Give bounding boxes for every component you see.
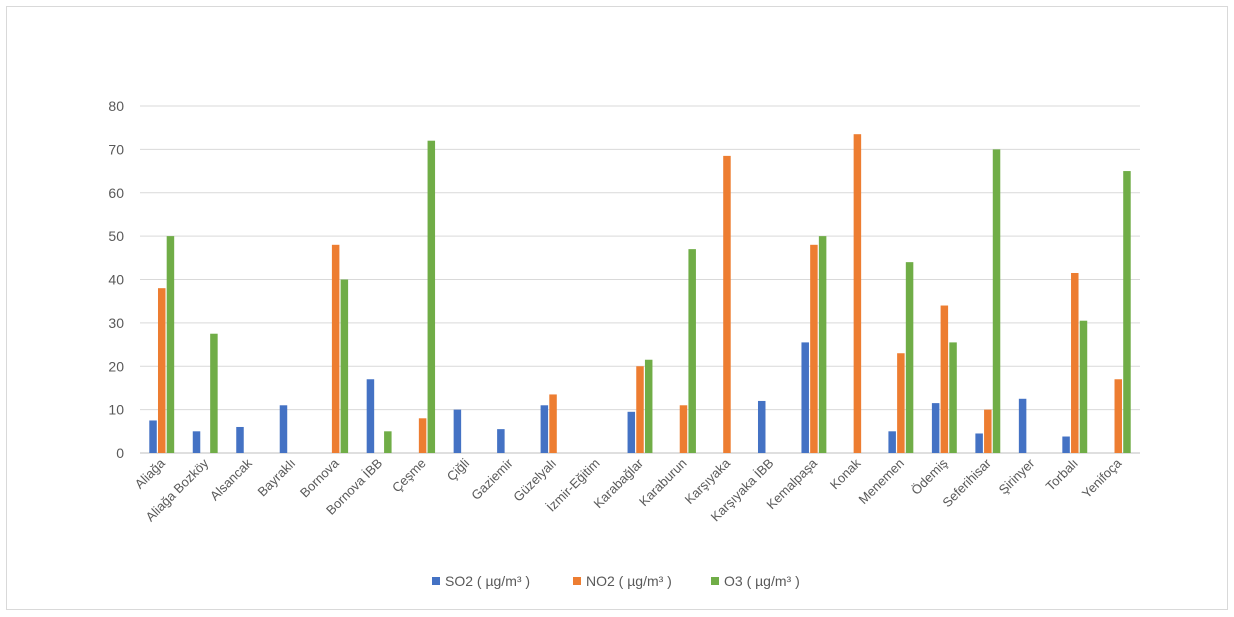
legend-swatch [711,577,719,585]
x-category-label: Konak [827,455,864,492]
bar-no2 [810,244,818,453]
bar-o3 [992,149,1001,453]
legend: SO2 ( µg/m³ ) NO2 ( µg/m³ ) O3 ( µg/m³ ) [432,573,800,589]
bar-so2 [1018,398,1027,453]
x-category-label: Karaburun [636,456,690,510]
bar-so2 [453,409,462,453]
bar-so2 [236,426,244,453]
x-category-label: Şirinyer [996,455,1038,497]
x-category-label: Ödemiş [908,455,951,498]
bar-no2 [157,288,166,453]
bar-o3 [210,333,218,453]
bar-no2 [897,353,905,453]
legend-swatch [573,577,581,585]
legend-swatch [432,577,440,585]
legend-label: O3 ( µg/m³ ) [724,573,800,589]
bar-so2 [366,379,375,453]
bar-so2 [757,400,766,453]
bar-so2 [801,342,809,453]
bars [149,134,1131,453]
bar-no2 [331,244,340,453]
bar-so2 [931,403,940,453]
bar-o3 [1123,171,1131,453]
bar-no2 [679,405,688,453]
bar-so2 [1062,436,1070,453]
chart-frame [6,6,1228,610]
x-category-label: Bayraklı [254,456,298,500]
bar-so2 [497,429,505,453]
bar-so2 [888,431,896,453]
bar-o3 [905,262,914,453]
bar-o3 [1079,320,1088,453]
bar-so2 [975,433,983,453]
bar-so2 [627,411,636,453]
gridlines [140,105,1140,454]
y-tick-label: 60 [108,185,124,201]
x-category-label: Alsancak [207,455,255,503]
bar-no2 [723,155,731,453]
y-tick-label: 40 [108,272,124,288]
bar-no2 [984,409,992,453]
bar-so2 [149,420,157,453]
bar-so2 [192,431,201,453]
y-tick-label: 0 [116,445,124,461]
y-tick-label: 20 [108,358,124,374]
bar-o3 [688,249,696,453]
bar-o3 [340,279,349,453]
bar-no2 [1114,379,1123,453]
x-category-label: Çeşme [389,456,429,496]
legend-label: NO2 ( µg/m³ ) [586,573,672,589]
bar-no2 [853,134,862,453]
x-category-label: Çiğli [444,455,473,484]
y-tick-label: 30 [108,315,124,331]
y-tick-label: 10 [108,402,124,418]
bar-o3 [427,140,436,453]
y-tick-label: 80 [108,98,124,114]
x-category-label: Yenifoça [1079,455,1125,501]
y-axis-ticks: 0 10 20 30 40 50 60 70 80 [108,98,124,461]
bar-o3 [384,431,392,453]
legend-label: SO2 ( µg/m³ ) [445,573,530,589]
x-category-label: Torbalı [1043,456,1081,494]
bar-so2 [279,405,288,453]
bar-o3 [644,359,653,453]
bar-no2 [418,418,427,453]
bar-no2 [1071,272,1079,453]
x-category-label: Aliağa [132,455,169,492]
bar-o3 [818,236,827,453]
bar-o3 [949,342,957,453]
bar-no2 [636,366,644,453]
x-category-label: Gaziemir [468,455,516,503]
bar-no2 [549,394,557,453]
bar-o3 [166,236,175,453]
bar-so2 [540,405,549,453]
x-category-label: Menemen [856,456,907,507]
bar-no2 [940,305,949,453]
y-tick-label: 70 [108,141,124,157]
y-tick-label: 50 [108,228,124,244]
